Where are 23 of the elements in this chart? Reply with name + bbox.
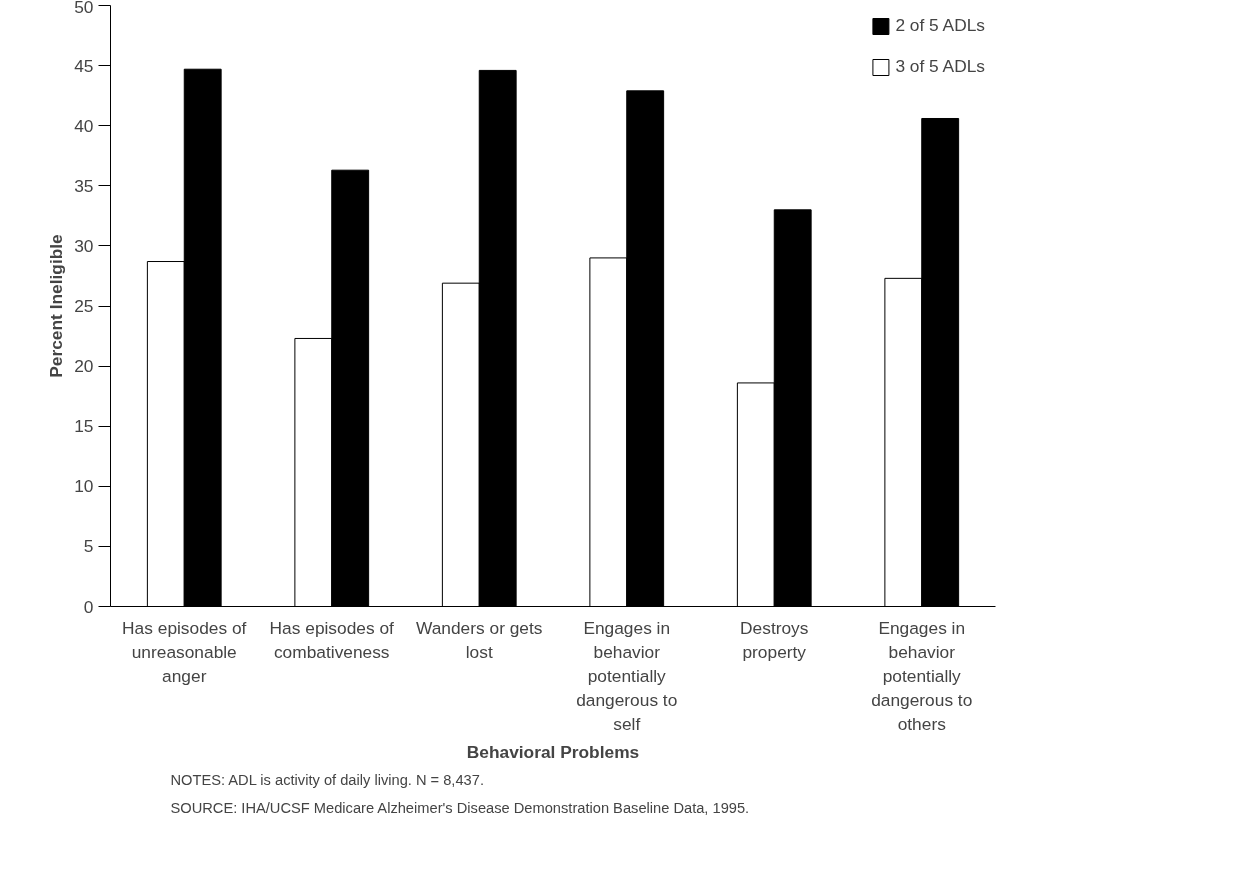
y-tick-label: 0 — [83, 596, 94, 617]
y-tick-label: 25 — [74, 296, 94, 316]
y-tick-label: 5 — [83, 536, 94, 557]
legend-label: 3 of 5 ADLs — [895, 56, 985, 77]
y-tick-label: 20 — [74, 356, 94, 377]
y-tick-label: 15 — [74, 416, 94, 437]
y-axis-title: Percent Ineligible — [46, 233, 67, 378]
y-tick-label: 30 — [74, 235, 94, 256]
x-tick-label: Has episodes of unreasonable anger — [122, 617, 247, 686]
source-note: SOURCE: IHA/UCSF Medicare Alzheimer's Disease Demonstration Baseline Data, 1995. — [170, 799, 750, 816]
y-tick-label: 10 — [74, 476, 94, 497]
x-tick-label: Has episodes of combativeness — [269, 617, 395, 662]
x-tick-label: Wanders or gets lost — [416, 617, 543, 662]
x-tick-label: Destroys property — [740, 617, 809, 662]
x-tick-label: Engages in behavior potentially dangerous to self — [576, 617, 678, 734]
x-tick-label: Engages in behavior potentially dangerous to others — [871, 617, 973, 734]
y-tick-label: 40 — [74, 115, 94, 136]
y-tick-label: 35 — [74, 175, 94, 196]
legend-label: 2 of 5 ADLs — [895, 15, 985, 36]
text: NOTES: ADL is activity of daily living. N = 8,437. — [170, 771, 484, 788]
x-axis-title: Behavioral Problems — [466, 741, 640, 762]
y-tick-label: 50 — [74, 0, 94, 17]
y-tick-label: 45 — [74, 55, 94, 76]
